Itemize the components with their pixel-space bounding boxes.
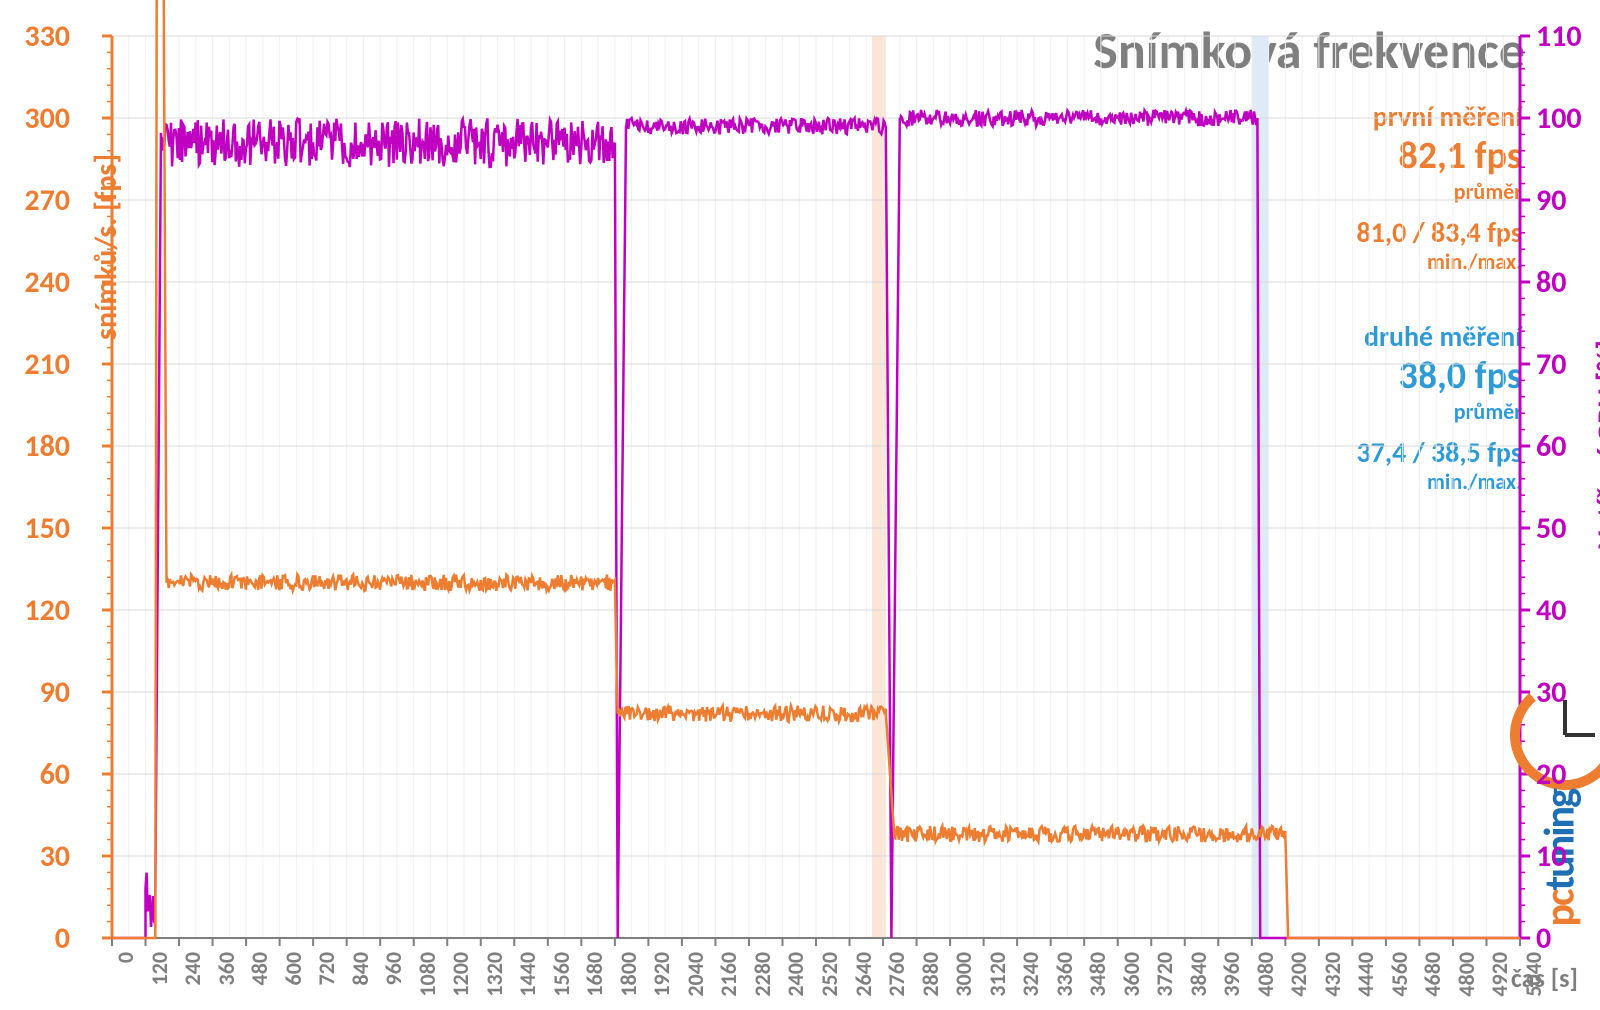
x-tick: 240 (179, 952, 206, 1010)
x-tick: 1800 (615, 952, 642, 1010)
x-tick: 2400 (782, 952, 809, 1010)
x-tick: 4800 (1453, 952, 1480, 1010)
x-tick: 4680 (1419, 952, 1446, 1010)
y-left-tick: 300 (0, 100, 70, 137)
y-right-tick: 10 (1536, 838, 1596, 875)
y-right-tick: 30 (1536, 674, 1596, 711)
x-tick: 2040 (682, 952, 709, 1010)
y-right-tick: 50 (1536, 510, 1596, 547)
y-right-tick: 40 (1536, 592, 1596, 629)
y-left-tick: 30 (0, 838, 70, 875)
x-tick: 1560 (548, 952, 575, 1010)
y-left-tick: 90 (0, 674, 70, 711)
y-right-tick: 60 (1536, 428, 1596, 465)
x-tick: 960 (380, 952, 407, 1010)
x-tick: 600 (280, 952, 307, 1010)
y-left-tick: 210 (0, 346, 70, 383)
x-tick: 3480 (1084, 952, 1111, 1010)
x-tick: 3840 (1185, 952, 1212, 1010)
x-tick: 3960 (1218, 952, 1245, 1010)
x-tick: 3000 (950, 952, 977, 1010)
x-tick: 3360 (1051, 952, 1078, 1010)
y-left-tick: 0 (0, 920, 70, 957)
y-left-tick: 120 (0, 592, 70, 629)
y-left-tick: 330 (0, 18, 70, 55)
x-tick: 2880 (917, 952, 944, 1010)
x-tick: 3720 (1151, 952, 1178, 1010)
x-tick: 480 (246, 952, 273, 1010)
x-tick: 1920 (648, 952, 675, 1010)
y-right-tick: 20 (1536, 756, 1596, 793)
x-tick: 360 (213, 952, 240, 1010)
x-tick: 2760 (883, 952, 910, 1010)
x-tick: 4560 (1386, 952, 1413, 1010)
x-tick: 2160 (715, 952, 742, 1010)
x-tick: 3120 (984, 952, 1011, 1010)
x-tick: 0 (112, 952, 139, 1010)
chart-container: Snímková frekvence snímků/s. [fps] Vytíž… (0, 0, 1600, 1010)
y-left-tick: 60 (0, 756, 70, 793)
y-right-tick: 70 (1536, 346, 1596, 383)
x-tick: 4320 (1319, 952, 1346, 1010)
x-tick: 4440 (1352, 952, 1379, 1010)
x-tick: 120 (146, 952, 173, 1010)
x-tick: 4200 (1285, 952, 1312, 1010)
y-right-tick: 80 (1536, 264, 1596, 301)
y-left-tick: 240 (0, 264, 70, 301)
y-right-tick: 90 (1536, 182, 1596, 219)
chart-svg (0, 0, 1600, 1010)
x-tick: 4920 (1486, 952, 1513, 1010)
y-left-tick: 150 (0, 510, 70, 547)
y-right-tick: 100 (1536, 100, 1596, 137)
x-tick: 1680 (581, 952, 608, 1010)
y-left-tick: 180 (0, 428, 70, 465)
x-tick: 4080 (1252, 952, 1279, 1010)
x-tick: 1200 (447, 952, 474, 1010)
x-tick: 1080 (414, 952, 441, 1010)
y-right-tick: 110 (1536, 18, 1596, 55)
x-tick: 1320 (481, 952, 508, 1010)
x-tick: 720 (313, 952, 340, 1010)
x-tick: 2520 (816, 952, 843, 1010)
x-tick: 1440 (514, 952, 541, 1010)
x-tick: 2280 (749, 952, 776, 1010)
x-tick: 2640 (850, 952, 877, 1010)
x-tick: 5040 (1520, 952, 1547, 1010)
x-tick: 3600 (1118, 952, 1145, 1010)
x-tick: 3240 (1017, 952, 1044, 1010)
y-left-tick: 270 (0, 182, 70, 219)
x-tick: 840 (347, 952, 374, 1010)
